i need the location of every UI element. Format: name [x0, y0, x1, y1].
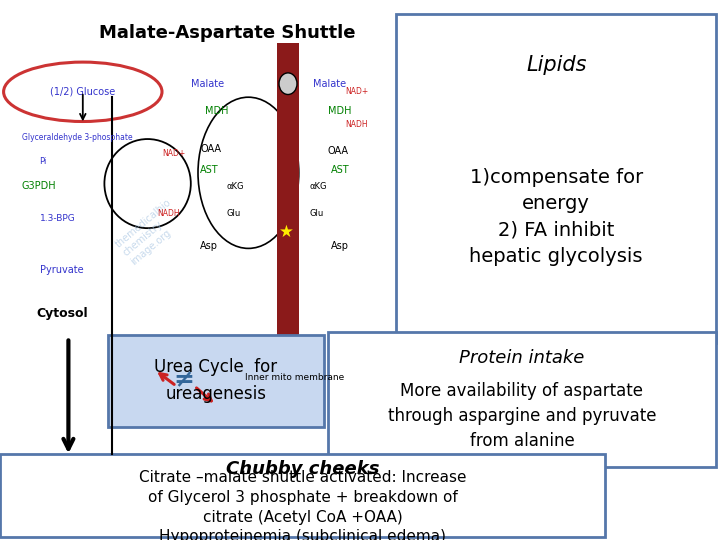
- Text: Asp: Asp: [200, 241, 218, 251]
- Text: G3PDH: G3PDH: [22, 181, 56, 191]
- Text: Protein intake: Protein intake: [459, 349, 585, 367]
- Text: 1.3-BPG: 1.3-BPG: [40, 214, 76, 223]
- Text: NADH: NADH: [346, 120, 368, 129]
- Text: Asp: Asp: [331, 241, 349, 251]
- Text: OAA: OAA: [328, 146, 348, 156]
- Ellipse shape: [279, 73, 297, 94]
- FancyBboxPatch shape: [108, 335, 324, 427]
- FancyBboxPatch shape: [153, 361, 215, 401]
- Text: Glu: Glu: [227, 209, 241, 218]
- Text: AST: AST: [331, 165, 350, 175]
- Text: themedicalbio
chemistry
image.org: themedicalbio chemistry image.org: [114, 197, 189, 267]
- Text: NADH: NADH: [157, 209, 179, 218]
- Bar: [277, 43, 299, 367]
- FancyBboxPatch shape: [396, 14, 716, 343]
- Text: OAA: OAA: [200, 144, 221, 153]
- Text: ≠: ≠: [173, 369, 194, 393]
- Text: Glu: Glu: [310, 209, 324, 218]
- Text: Lipids: Lipids: [526, 55, 587, 75]
- Text: Malate: Malate: [313, 79, 346, 89]
- Text: MDH: MDH: [205, 106, 229, 116]
- Text: αKG: αKG: [227, 182, 244, 191]
- Text: Cytosol: Cytosol: [36, 307, 88, 320]
- Text: AST: AST: [200, 165, 219, 175]
- Text: Malate: Malate: [191, 79, 224, 89]
- Text: Malate-Aspartate Shuttle: Malate-Aspartate Shuttle: [99, 24, 355, 42]
- Text: Chubby cheeks: Chubby cheeks: [225, 460, 379, 478]
- Text: NAD+: NAD+: [346, 87, 369, 96]
- Text: Inner mito membrane: Inner mito membrane: [245, 374, 344, 382]
- Text: Pyruvate: Pyruvate: [40, 265, 84, 275]
- Text: MDH: MDH: [328, 106, 351, 116]
- Text: ★: ★: [279, 223, 294, 241]
- Text: αKG: αKG: [310, 182, 327, 191]
- Text: Citrate –malate shuttle activated: Increase
of Glycerol 3 phosphate + breakdown : Citrate –malate shuttle activated: Incre…: [139, 470, 466, 540]
- Text: Pi: Pi: [40, 158, 47, 166]
- Text: More availability of aspartate
through aspargine and pyruvate
from alanine: More availability of aspartate through a…: [388, 382, 656, 450]
- FancyBboxPatch shape: [0, 454, 605, 537]
- Text: (1/2) Glucose: (1/2) Glucose: [50, 87, 115, 97]
- Text: NAD+: NAD+: [162, 150, 185, 158]
- Text: 1)compensate for
energy
2) FA inhibit
hepatic glycolysis: 1)compensate for energy 2) FA inhibit he…: [469, 168, 643, 266]
- Text: Glyceraldehyde 3-phosphate: Glyceraldehyde 3-phosphate: [22, 133, 132, 142]
- FancyBboxPatch shape: [328, 332, 716, 467]
- Text: Urea Cycle  for
ureagenesis: Urea Cycle for ureagenesis: [154, 359, 278, 403]
